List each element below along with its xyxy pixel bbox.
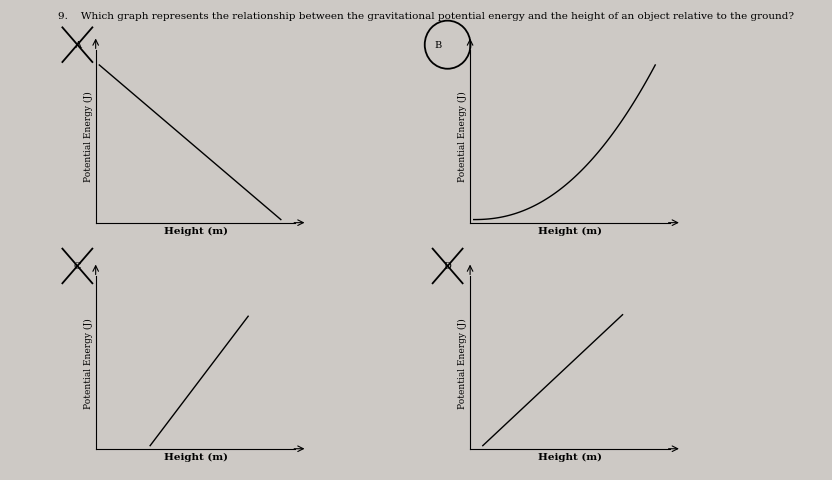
Y-axis label: Potential Energy (J): Potential Energy (J) xyxy=(84,317,93,408)
X-axis label: Height (m): Height (m) xyxy=(164,226,227,235)
X-axis label: Height (m): Height (m) xyxy=(538,226,602,235)
Y-axis label: Potential Energy (J): Potential Energy (J) xyxy=(84,92,93,182)
Text: B: B xyxy=(434,41,441,50)
Text: D: D xyxy=(443,262,452,271)
Text: A: A xyxy=(74,41,81,50)
Y-axis label: Potential Energy (J): Potential Energy (J) xyxy=(458,92,468,182)
Y-axis label: Potential Energy (J): Potential Energy (J) xyxy=(458,317,468,408)
Text: 9.    Which graph represents the relationship between the gravitational potentia: 9. Which graph represents the relationsh… xyxy=(58,12,795,21)
Text: C: C xyxy=(74,262,81,271)
X-axis label: Height (m): Height (m) xyxy=(164,452,227,461)
X-axis label: Height (m): Height (m) xyxy=(538,452,602,461)
